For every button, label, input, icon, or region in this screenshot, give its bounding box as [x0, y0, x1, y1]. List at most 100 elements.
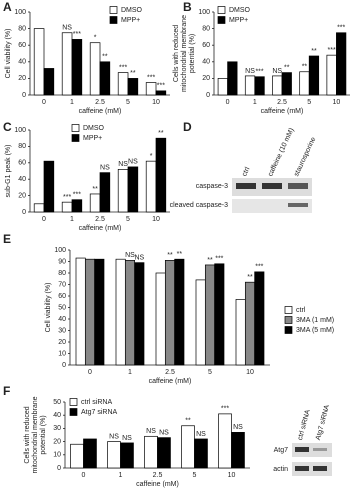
bar — [244, 75, 256, 96]
x-tick-label: 2.5 — [95, 216, 105, 223]
significance: *** — [147, 74, 155, 81]
x-tick-label: 10 — [152, 216, 160, 223]
bar — [71, 39, 83, 96]
significance: NS — [196, 431, 206, 438]
significance: *** — [63, 194, 71, 201]
y-tick-label: 60 — [58, 293, 66, 300]
legend-label: MPP+ — [121, 17, 140, 24]
x-tick-label: 5 — [307, 99, 311, 106]
significance: ** — [185, 418, 191, 425]
y-axis-label: Cell viability (%) — [45, 283, 52, 333]
panel-label: E — [3, 232, 11, 246]
band — [295, 466, 309, 471]
y-tick-label: 60 — [18, 160, 26, 167]
bar — [181, 425, 195, 469]
x-tick-label: 5 — [208, 369, 212, 376]
significance: *** — [119, 64, 127, 71]
x-tick-label: 10 — [246, 369, 254, 376]
legend-label: DMSO — [121, 7, 143, 14]
y-tick-label: 20 — [53, 438, 61, 445]
panel-label: B — [183, 0, 192, 14]
lane-label: Atg7 siRNA — [315, 404, 331, 441]
significance: ** — [247, 274, 253, 281]
bar — [157, 437, 171, 469]
bar — [120, 442, 134, 469]
significance: NS — [272, 68, 282, 75]
y-tick-label: 20 — [58, 339, 66, 346]
significance: ** — [311, 48, 317, 55]
x-tick-label: 5 — [126, 99, 130, 106]
bar — [155, 272, 166, 366]
y-tick-label: 100 — [14, 127, 26, 134]
legend-swatch — [284, 316, 293, 324]
bar — [89, 42, 101, 96]
legend-swatch — [109, 6, 118, 14]
significance: NS — [245, 68, 255, 75]
bar — [308, 55, 320, 96]
legend-swatch — [217, 16, 226, 24]
significance: * — [94, 35, 97, 42]
band — [288, 183, 308, 189]
significance: ** — [130, 70, 136, 77]
y-tick-label: 10 — [58, 350, 66, 357]
x-tick-label: 1 — [70, 216, 74, 223]
y-tick-label: 20 — [18, 75, 26, 82]
lane-label: staurosporine — [293, 136, 317, 177]
y-tick-label: 10 — [53, 452, 61, 459]
bar — [61, 201, 73, 213]
legend-label: Atg7 siRNA — [81, 409, 118, 416]
y-tick-label: 100 — [198, 9, 210, 16]
significance: *** — [328, 47, 336, 54]
legend-label: DMSO — [83, 125, 105, 132]
bar — [127, 78, 139, 96]
x-tick-label: 10 — [152, 99, 160, 106]
bar — [127, 166, 139, 213]
x-axis-label: caffeine (mM) — [261, 108, 304, 115]
band — [313, 448, 327, 451]
band-label: cleaved caspase-3 — [170, 202, 228, 209]
bar — [299, 71, 310, 96]
significance: NS — [134, 254, 144, 261]
significance: *** — [337, 25, 345, 32]
bar — [70, 443, 84, 469]
significance: NS — [159, 429, 169, 436]
bar — [75, 257, 86, 366]
legend-swatch — [71, 134, 80, 142]
x-axis-label: caffeine (mM) — [79, 108, 122, 115]
y-tick-label: 50 — [53, 399, 61, 406]
legend-label: 3MA (5 mM) — [296, 327, 334, 334]
x-tick-label: 5 — [193, 472, 197, 479]
x-tick-label: 0 — [42, 99, 46, 106]
significance: ** — [177, 251, 183, 258]
y-tick-label: 60 — [18, 42, 26, 49]
y-axis-label: Cells with reduced — [24, 406, 31, 463]
significance: ** — [207, 257, 213, 264]
x-axis-label: caffeine (mM) — [79, 225, 122, 232]
legend-swatch — [284, 326, 293, 334]
significance: ** — [302, 64, 308, 71]
bar — [336, 32, 347, 96]
significance: ** — [158, 130, 164, 137]
y-tick-label: 20 — [18, 192, 26, 199]
legend-label: ctrl — [296, 307, 306, 314]
legend-label: DMSO — [229, 7, 251, 14]
significance: *** — [221, 406, 229, 413]
y-tick-label: 80 — [18, 143, 26, 150]
lane-label: ctrl siRNA — [297, 409, 312, 441]
x-tick-label: 1 — [253, 99, 257, 106]
x-tick-label: 1 — [70, 99, 74, 106]
y-tick-label: 0 — [57, 465, 61, 472]
y-tick-label: 40 — [18, 176, 26, 183]
bar — [33, 28, 45, 96]
bar — [155, 90, 167, 96]
y-tick-label: 0 — [22, 92, 26, 99]
y-axis-label: potential (%) — [189, 34, 196, 73]
blot-d: D ctrl caffeine (10 mM) staurosporine ca… — [170, 120, 317, 213]
y-tick-label: 40 — [58, 316, 66, 323]
x-tick-label: 10 — [333, 99, 341, 106]
legend-swatch — [217, 6, 226, 14]
y-tick-label: 80 — [58, 270, 66, 277]
significance: NS — [109, 433, 119, 440]
lane-label: ctrl — [241, 166, 251, 178]
y-tick-label: 90 — [58, 258, 66, 265]
